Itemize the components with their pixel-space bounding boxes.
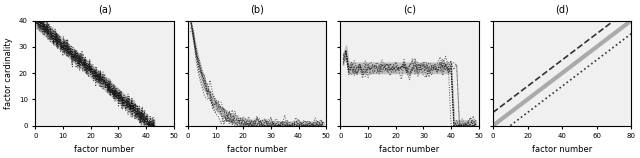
X-axis label: factor number: factor number xyxy=(74,145,134,154)
Title: (d): (d) xyxy=(556,4,569,14)
Y-axis label: factor cardinality: factor cardinality xyxy=(4,37,13,109)
X-axis label: factor number: factor number xyxy=(532,145,592,154)
Title: (b): (b) xyxy=(250,4,264,14)
Title: (a): (a) xyxy=(98,4,111,14)
X-axis label: factor number: factor number xyxy=(380,145,440,154)
X-axis label: factor number: factor number xyxy=(227,145,287,154)
Title: (c): (c) xyxy=(403,4,416,14)
